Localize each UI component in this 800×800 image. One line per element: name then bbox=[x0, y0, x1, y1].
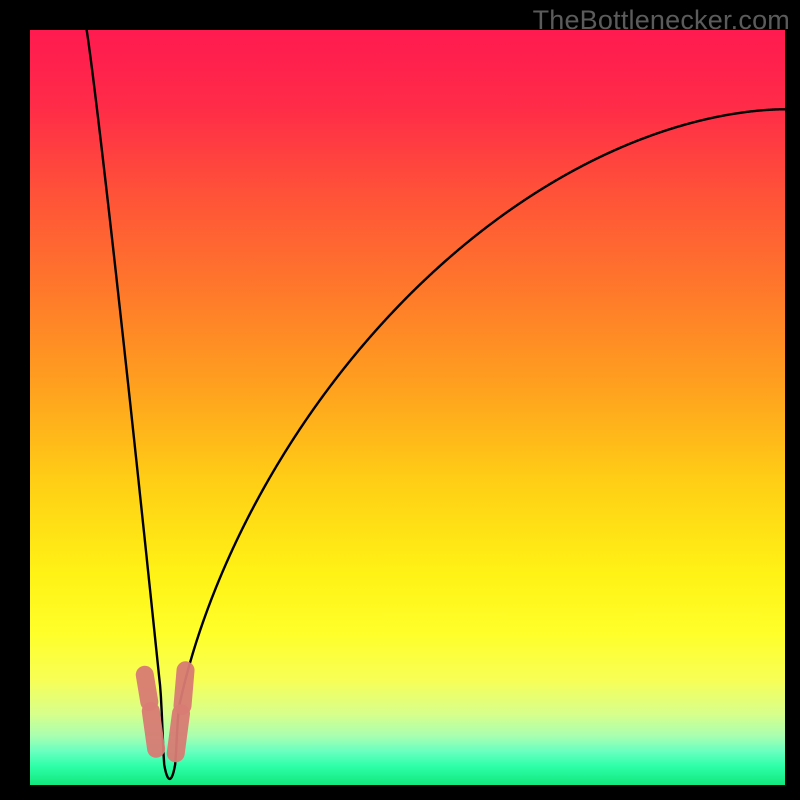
notch-highlight-segment bbox=[151, 711, 156, 749]
watermark-text: TheBottlenecker.com bbox=[533, 5, 790, 36]
plot-area bbox=[30, 30, 785, 785]
notch-highlight-segment bbox=[145, 675, 150, 702]
curve-layer bbox=[30, 30, 785, 785]
notch-highlight-segment bbox=[183, 670, 186, 705]
notch-highlight-segment bbox=[176, 713, 181, 753]
figure-root: TheBottlenecker.com bbox=[0, 0, 800, 800]
